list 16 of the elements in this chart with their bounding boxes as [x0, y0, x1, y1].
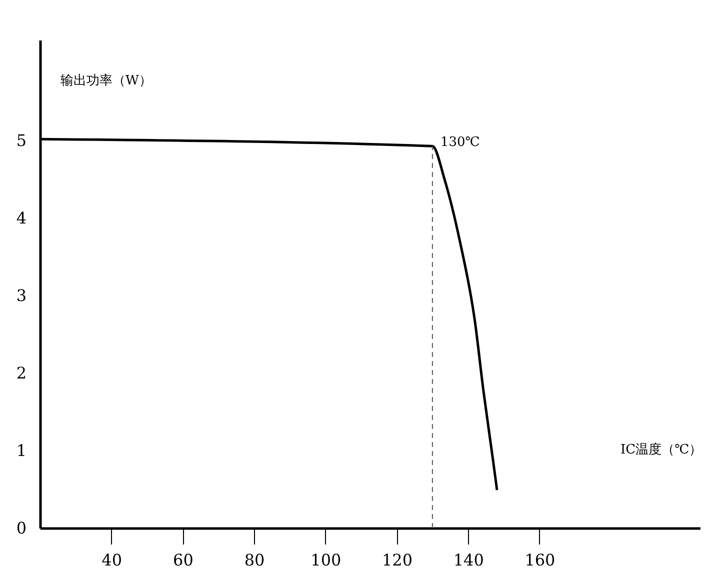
x-tick-label: 40 [102, 550, 122, 568]
x-tick-label: 80 [244, 550, 265, 568]
y-tick-label: 4 [16, 208, 26, 228]
x-axis-title: IC温度（℃） [620, 442, 702, 458]
y-tick-label: 1 [16, 441, 26, 460]
x-tick-label: 120 [382, 550, 413, 568]
y-tick-label: 0 [16, 518, 26, 538]
x-tick-label: 60 [173, 550, 194, 568]
annotation: 130℃ [440, 135, 480, 150]
y-axis-title: 输出功率（W） [60, 72, 152, 88]
x-tick-label: 160 [524, 550, 556, 568]
x-tick-label: 140 [453, 550, 484, 568]
y-tick-label: 5 [16, 131, 26, 150]
y-tick-label: 3 [16, 286, 26, 306]
x-tick-label: 100 [310, 550, 342, 568]
y-tick-label: 2 [16, 364, 26, 383]
